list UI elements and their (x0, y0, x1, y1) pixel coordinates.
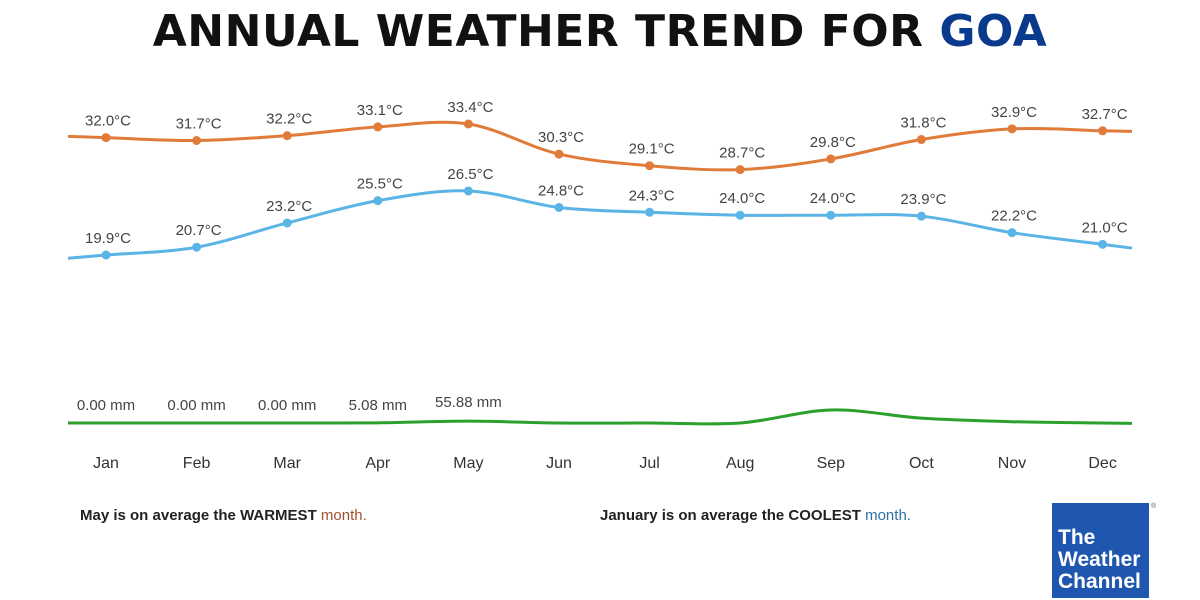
min_temp-point-mar (282, 218, 292, 228)
month-label-aug: Aug (726, 455, 754, 472)
min_temp-point-jul (645, 207, 655, 217)
max_temp-point-jun (554, 149, 564, 159)
min_temp-point-jun (554, 202, 564, 212)
max_temp-label-nov: 32.9°C (991, 104, 1037, 121)
max_temp-label-dec: 32.7°C (1082, 106, 1128, 123)
month-label-nov: Nov (998, 455, 1026, 472)
title-main: ANNUAL WEATHER TREND FOR (152, 6, 924, 57)
max_temp-point-mar (282, 131, 292, 141)
min_temp-label-dec: 21.0°C (1082, 219, 1128, 236)
max_temp-label-apr: 33.1°C (357, 102, 403, 119)
logo-line-2: Weather (1058, 548, 1141, 571)
month-label-sep: Sep (817, 455, 846, 472)
month-label-mar: Mar (273, 455, 301, 472)
registered-mark: ® (1151, 503, 1157, 510)
min_temp-label-mar: 23.2°C (266, 198, 312, 215)
min_temp-label-jun: 24.8°C (538, 182, 584, 199)
max_temp-label-oct: 31.8°C (900, 115, 946, 132)
min_temp-point-sep (826, 210, 836, 220)
month-label-apr: Apr (365, 455, 391, 472)
max_temp-line (67, 120, 1133, 172)
min_temp-label-apr: 25.5°C (357, 176, 403, 193)
chart-title: ANNUAL WEATHER TREND FOR GOA (0, 6, 1200, 57)
month-label-dec: Dec (1088, 455, 1116, 472)
logo-line-1: The (1058, 526, 1096, 549)
rainfall-label-may: 55.88 mm (435, 394, 502, 411)
min_temp-label-may: 26.5°C (447, 166, 493, 183)
rainfall-label-apr: 5.08 mm (349, 397, 407, 414)
min_temp-label-feb: 20.7°C (176, 222, 222, 239)
max_temp-point-oct (916, 135, 926, 145)
min_temp-line (67, 189, 1133, 260)
max_temp-point-dec (1098, 126, 1108, 136)
max_temp-point-jan (101, 133, 111, 143)
min_temp-label-sep: 24.0°C (810, 190, 856, 207)
min_temp-point-aug (735, 210, 745, 220)
min_temp-point-oct (916, 211, 926, 221)
max_temp-label-mar: 32.2°C (266, 111, 312, 128)
coolest-month-note: January is on average the COOLEST month. (600, 507, 911, 524)
max_temp-label-jan: 32.0°C (85, 113, 131, 130)
warmest-month-note: May is on average the WARMEST month. (80, 507, 367, 524)
max_temp-point-jul (645, 161, 655, 171)
max_temp-point-apr (373, 122, 383, 132)
max_temp-point-nov (1007, 124, 1017, 134)
month-label-jan: Jan (93, 455, 119, 472)
min_temp-label-jul: 24.3°C (629, 187, 675, 204)
max_temp-label-feb: 31.7°C (176, 115, 222, 132)
month-label-may: May (453, 455, 483, 472)
max_temp-point-sep (826, 154, 836, 164)
weather-channel-logo: The Weather Channel (1052, 503, 1149, 598)
month-label-jul: Jul (639, 455, 659, 472)
min_temp-point-dec (1098, 239, 1108, 249)
rainfall-label-jan: 0.00 mm (77, 397, 135, 414)
min_temp-label-nov: 22.2°C (991, 208, 1037, 225)
min_temp-label-jan: 19.9°C (85, 230, 131, 247)
min_temp-point-feb (192, 242, 202, 252)
max_temp-label-sep: 29.8°C (810, 134, 856, 151)
month-label-jun: Jun (546, 455, 572, 472)
max_temp-point-feb (192, 135, 202, 145)
rainfall-label-feb: 0.00 mm (167, 397, 225, 414)
max_temp-label-jul: 29.1°C (629, 141, 675, 158)
rainfall-line (68, 408, 1133, 426)
min_temp-label-aug: 24.0°C (719, 190, 765, 207)
min_temp-point-may (463, 186, 473, 196)
warmest-month-text: May is on average the WARMEST (80, 507, 317, 524)
logo-line-3: Channel (1058, 570, 1141, 593)
max_temp-point-may (463, 119, 473, 129)
month-label-feb: Feb (183, 455, 211, 472)
month-label-oct: Oct (909, 455, 934, 472)
title-place: GOA (939, 6, 1048, 57)
min_temp-label-oct: 23.9°C (900, 191, 946, 208)
coolest-month-text: January is on average the COOLEST (600, 507, 861, 524)
coolest-month-tail: month. (865, 507, 911, 524)
max_temp-label-jun: 30.3°C (538, 129, 584, 146)
min_temp-point-jan (101, 250, 111, 260)
max_temp-label-aug: 28.7°C (719, 145, 765, 162)
warmest-month-tail: month. (320, 507, 367, 524)
max_temp-label-may: 33.4°C (447, 99, 493, 116)
min_temp-point-nov (1007, 228, 1017, 238)
rainfall-label-mar: 0.00 mm (258, 397, 316, 414)
min_temp-point-apr (373, 196, 383, 206)
max_temp-point-aug (735, 165, 745, 175)
